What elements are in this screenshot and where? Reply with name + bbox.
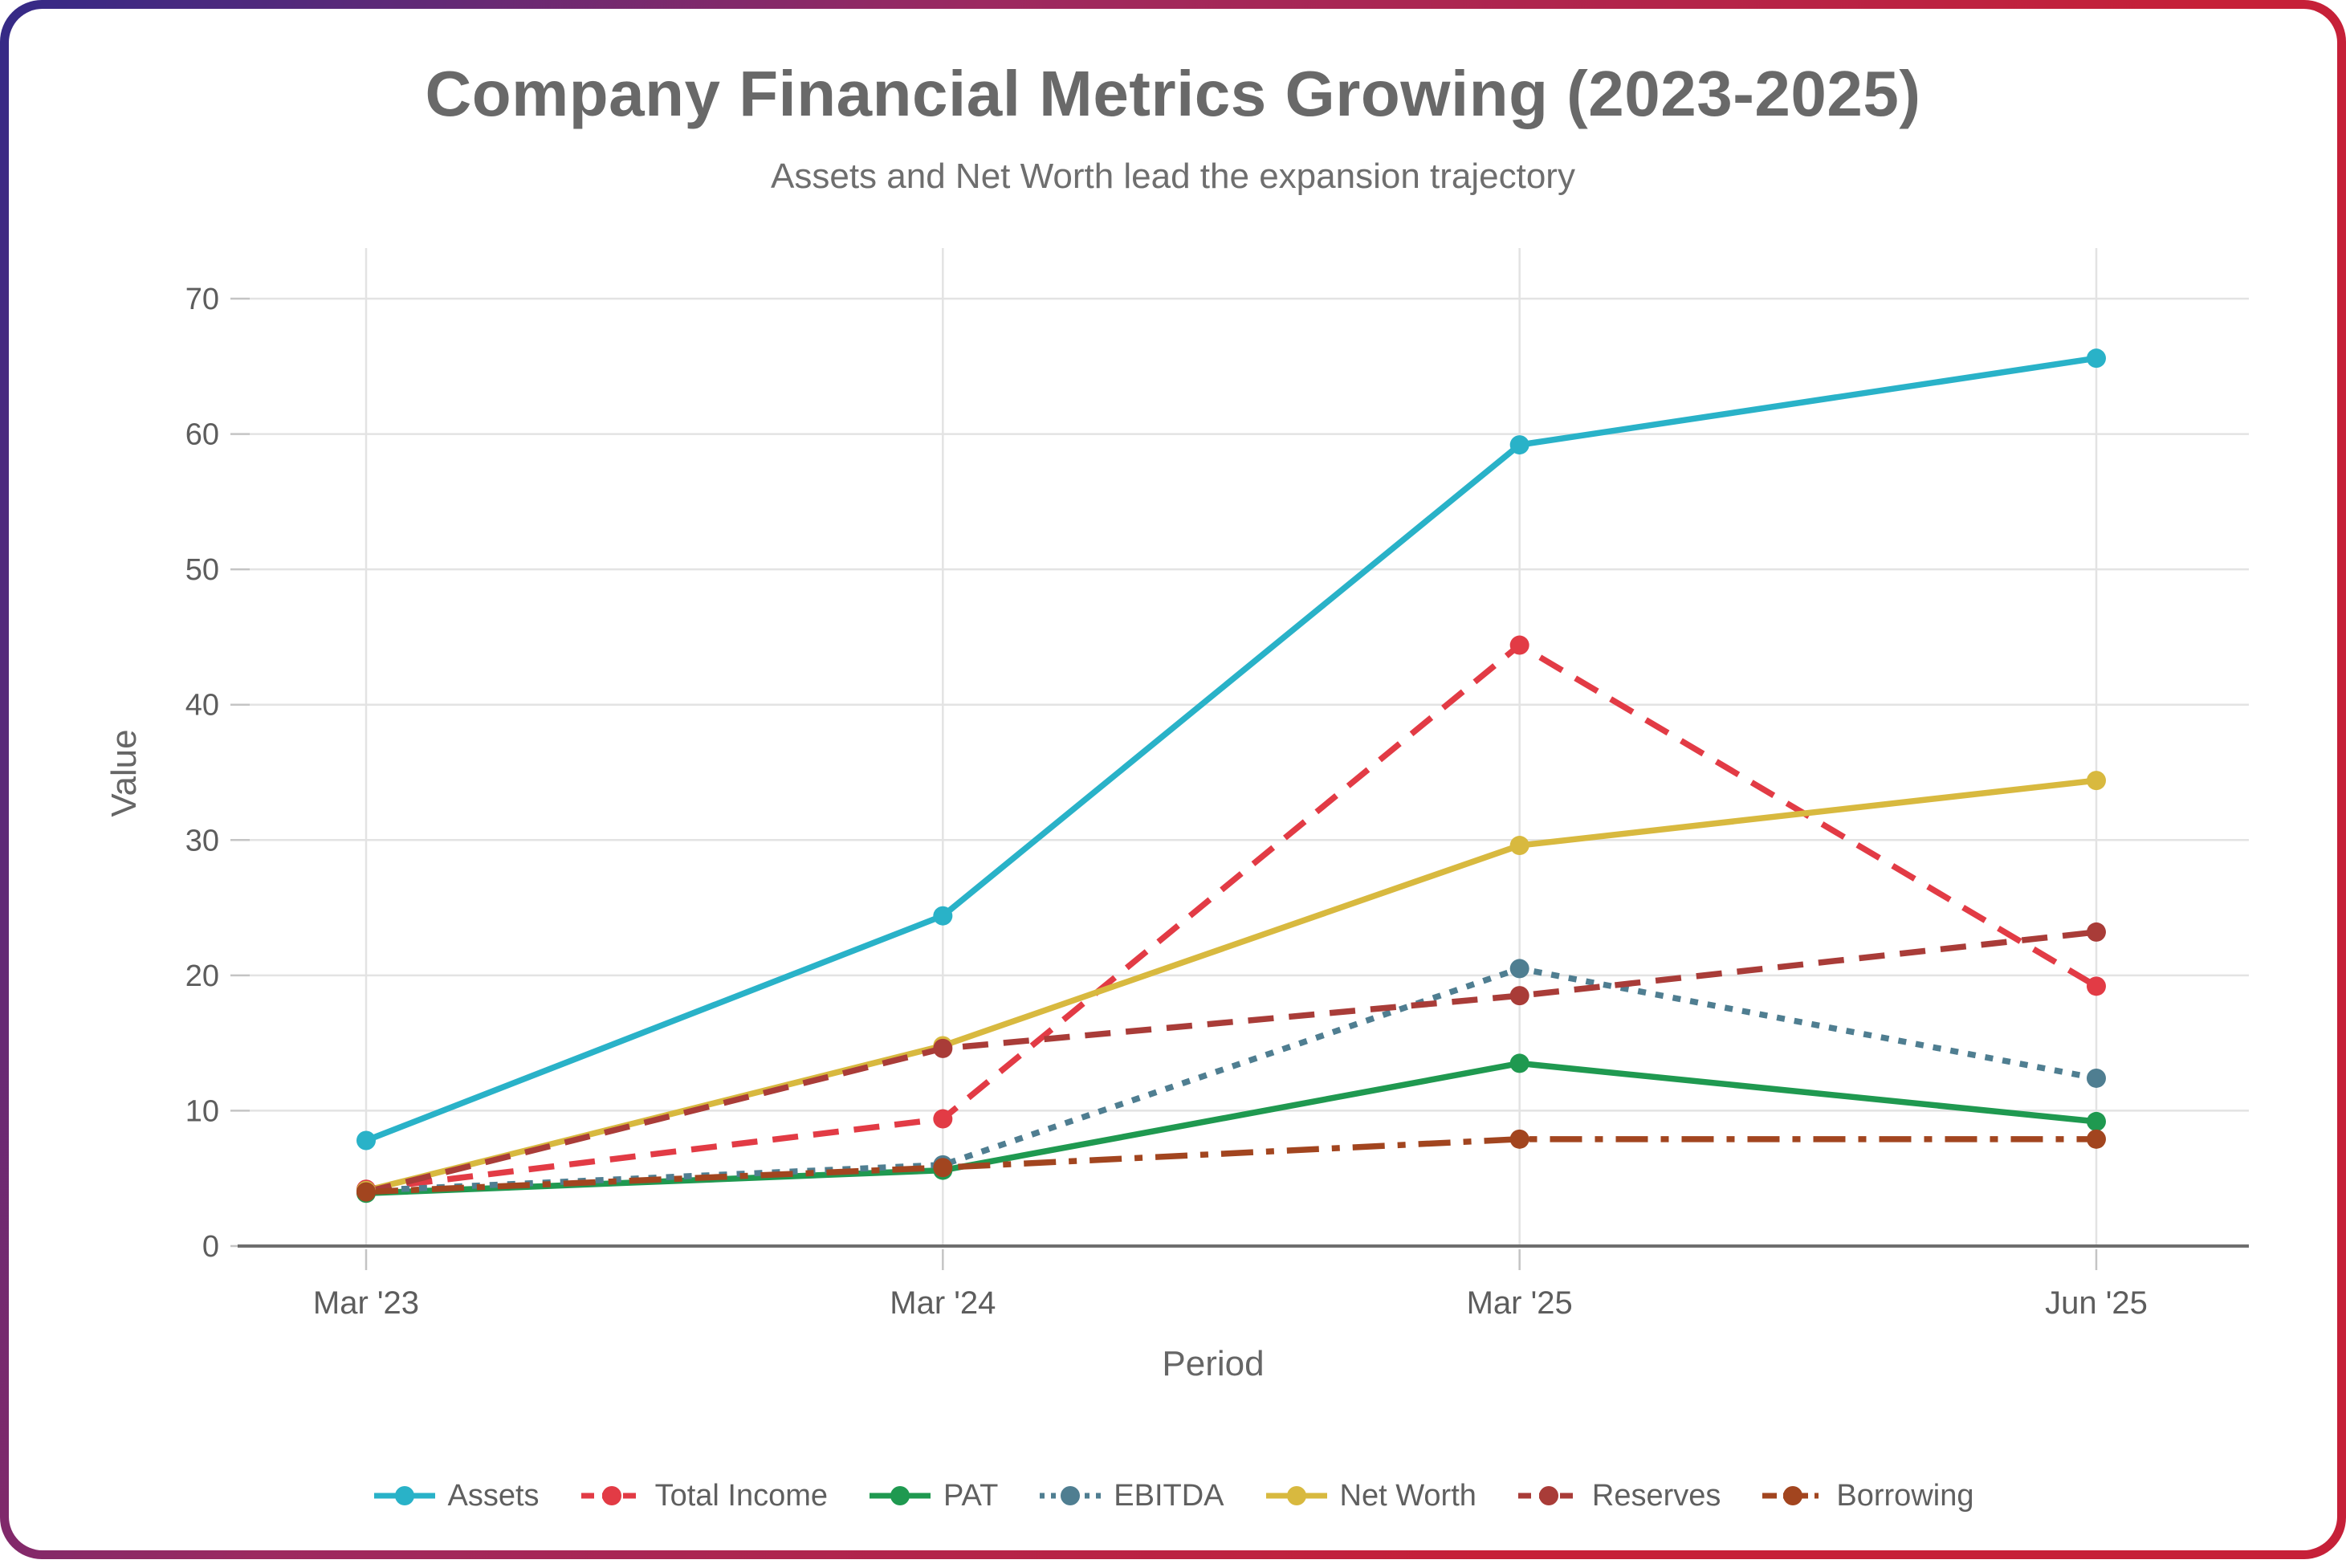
x-tick-label: Mar '25 (1467, 1285, 1573, 1321)
series-points-borrowing (356, 1129, 2106, 1202)
y-tick-label: 30 (185, 824, 219, 857)
legend-label: EBITDA (1114, 1478, 1224, 1513)
line-chart-plot-area: 0 10 20 30 40 50 60 70 Mar '23 Mar '24 Mar '25 Jun … (104, 248, 2249, 1383)
legend-label: PAT (943, 1478, 999, 1513)
legend-item-borrowing: Borrowing (1761, 1479, 1973, 1513)
legend-label: Net Worth (1339, 1478, 1476, 1513)
x-tick-label: Jun '25 (2045, 1285, 2148, 1321)
chart-title: Company Financial Metrics Growing (2023-… (425, 58, 1921, 129)
y-tick-label: 70 (185, 283, 219, 316)
legend-item-pat: PAT (868, 1479, 998, 1513)
legend-label: Borrowing (1836, 1478, 1974, 1513)
chart-subtitle: Assets and Net Worth lead the expansion … (771, 157, 1575, 196)
legend-marker-reserves-icon (1517, 1486, 1579, 1505)
legend-marker-total-income-icon (580, 1486, 642, 1505)
y-tick-label: 60 (185, 418, 219, 452)
y-tick-label: 0 (202, 1230, 219, 1264)
legend-label: Assets (447, 1478, 540, 1513)
series-line-total-income (365, 641, 2098, 1192)
legend-item-net-worth: Net Worth (1265, 1479, 1476, 1513)
x-tick-label: Mar '24 (890, 1285, 996, 1321)
y-axis-title: Value (104, 729, 144, 817)
x-tick-label: Mar '23 (313, 1285, 419, 1321)
legend-item-assets: Assets (373, 1479, 540, 1513)
legend-item-ebitda: EBITDA (1038, 1479, 1224, 1513)
legend-label: Reserves (1591, 1478, 1721, 1513)
y-tick-label: 20 (185, 959, 219, 993)
legend-marker-ebitda-icon (1040, 1486, 1102, 1505)
legend-item-total-income: Total Income (580, 1479, 828, 1513)
y-tick-label: 40 (185, 689, 219, 723)
series-line-reserves (365, 929, 2097, 1195)
series-points-assets (356, 348, 2106, 1151)
legend-item-reserves: Reserves (1517, 1479, 1721, 1513)
legend-marker-borrowing-icon (1762, 1486, 1824, 1505)
series-line-borrowing (365, 1136, 2096, 1195)
series-line-assets (365, 355, 2097, 1144)
legend-marker-net-worth-icon (1265, 1486, 1327, 1505)
legend-label: Total Income (654, 1478, 829, 1513)
x-axis-title: Period (1162, 1344, 1264, 1383)
y-tick-label: 10 (185, 1094, 219, 1128)
chart-card: Company Financial Metrics Growing (2023-… (9, 9, 2337, 1550)
legend-marker-pat-icon (870, 1486, 931, 1505)
y-tick-label: 50 (185, 553, 219, 587)
series-points-ebitda (356, 959, 2106, 1200)
y-axis-tick-labels: 0 10 20 30 40 50 60 70 (185, 283, 219, 1264)
x-axis-tick-labels: Mar '23 Mar '24 Mar '25 Jun '25 (313, 1285, 2148, 1321)
legend-marker-assets-icon (373, 1486, 435, 1505)
legend: Assets Total Income PAT EBITDA Net Worth Rese… (9, 1472, 2337, 1520)
